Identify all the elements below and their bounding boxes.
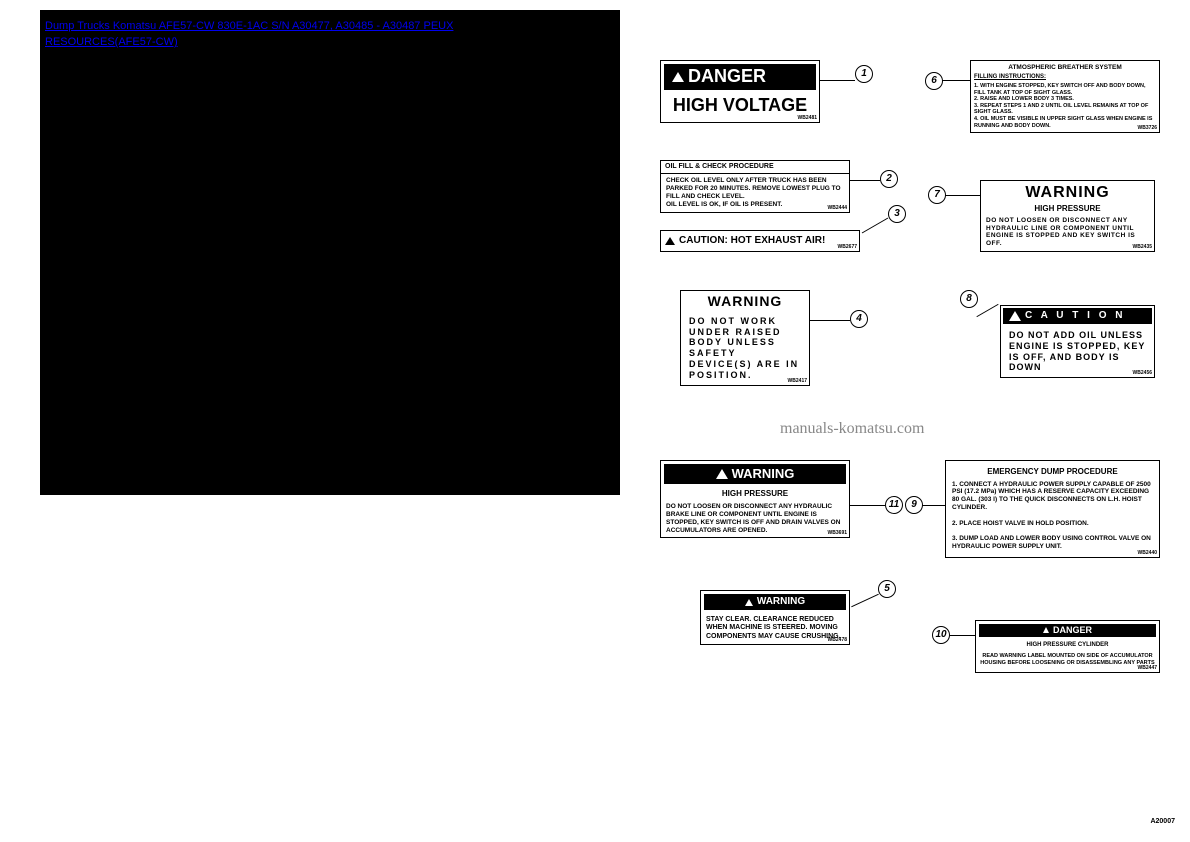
breadcrumb-link-2[interactable]: RESOURCES(AFE57-CW): [45, 36, 178, 48]
label-warning-5: WARNING STAY CLEAR. CLEARANCE REDUCED WH…: [700, 590, 850, 645]
danger-banner: DANGER: [664, 64, 816, 90]
callout-9: 9: [905, 496, 923, 514]
watermark: manuals-komatsu.com: [780, 420, 924, 438]
label-hot-exhaust: CAUTION: HOT EXHAUST AIR! WB2677: [660, 230, 860, 252]
breadcrumb-link-1[interactable]: Dump Trucks Komatsu AFE57-CW 830E-1AC S/…: [45, 20, 453, 32]
callout-8: 8: [960, 290, 978, 308]
callout-11: 11: [885, 496, 903, 514]
callout-7: 7: [928, 186, 946, 204]
hv-text: HIGH VOLTAGE: [661, 93, 819, 123]
callout-5: 5: [878, 580, 896, 598]
callout-4: 4: [850, 310, 868, 328]
label-danger-hv: DANGER HIGH VOLTAGE WB2481: [660, 60, 820, 123]
callout-6: 6: [925, 72, 943, 90]
label-danger-10: DANGER HIGH PRESSURE CYLINDER READ WARNI…: [975, 620, 1160, 673]
drawing-ref: A20007: [1150, 818, 1175, 825]
label-warning-7: WARNING HIGH PRESSURE DO NOT LOOSEN OR D…: [980, 180, 1155, 252]
callout-1: 1: [855, 65, 873, 83]
callout-2: 2: [880, 170, 898, 188]
left-dark-panel: Dump Trucks Komatsu AFE57-CW 830E-1AC S/…: [40, 10, 620, 495]
callout-10: 10: [932, 626, 950, 644]
label-atmospheric: ATMOSPHERIC BREATHER SYSTEM FILLING INST…: [970, 60, 1160, 133]
label-caution-8: C A U T I O N DO NOT ADD OIL UNLESS ENGI…: [1000, 305, 1155, 378]
label-warning-11: WARNING HIGH PRESSURE DO NOT LOOSEN OR D…: [660, 460, 850, 538]
label-oil-fill: OIL FILL & CHECK PROCEDURE CHECK OIL LEV…: [660, 160, 850, 213]
label-warning-4: WARNING DO NOT WORK UNDER RAISED BODY UN…: [680, 290, 810, 386]
callout-3: 3: [888, 205, 906, 223]
label-emergency-9: EMERGENCY DUMP PROCEDURE 1. CONNECT A HY…: [945, 460, 1160, 558]
